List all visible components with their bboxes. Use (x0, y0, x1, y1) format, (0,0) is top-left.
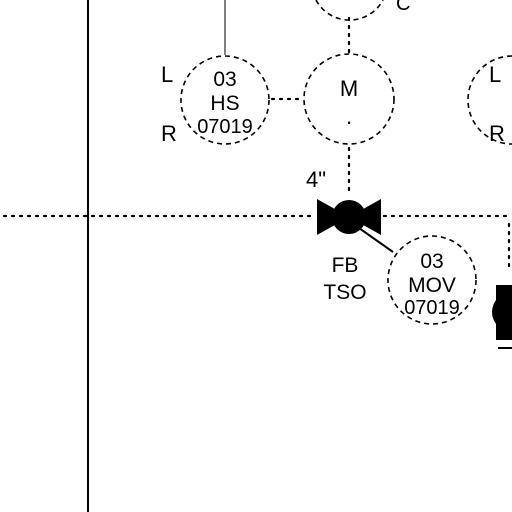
valve-size-label: 4" (306, 167, 326, 192)
right-valve-fragment (492, 285, 512, 349)
right-bubble-fragment: L R (467, 55, 512, 146)
hs-tag-line3: 07019 (197, 116, 253, 138)
motor-operated-valve-symbol (317, 199, 381, 235)
hs-label-left: L (161, 62, 173, 87)
right-fragment-label-right: R (489, 121, 505, 146)
mov-tag-line2: MOV (408, 274, 456, 297)
motor-bubble: M . (303, 53, 395, 145)
mov-tag-bubble: 03 MOV 07019 (387, 235, 477, 325)
hand-switch-bubble: L R 03 HS 07019 (161, 55, 270, 146)
mov-leader-line (358, 227, 394, 253)
motor-label: M (340, 76, 358, 101)
motor-dot: . (346, 104, 352, 129)
valve-fb-label: FB (332, 254, 359, 277)
top-fragment-label: C (396, 0, 410, 15)
right-fragment-label-left: L (489, 62, 501, 87)
valve-tso-label: TSO (323, 281, 366, 304)
mov-tag-line1: 03 (420, 250, 443, 273)
hs-tag-line2: HS (210, 92, 239, 115)
top-bubble-fragment: C (315, 0, 410, 21)
mov-tag-line3: 07019 (404, 297, 460, 319)
hs-label-right: R (161, 121, 177, 146)
hs-tag-line1: 03 (213, 68, 236, 91)
